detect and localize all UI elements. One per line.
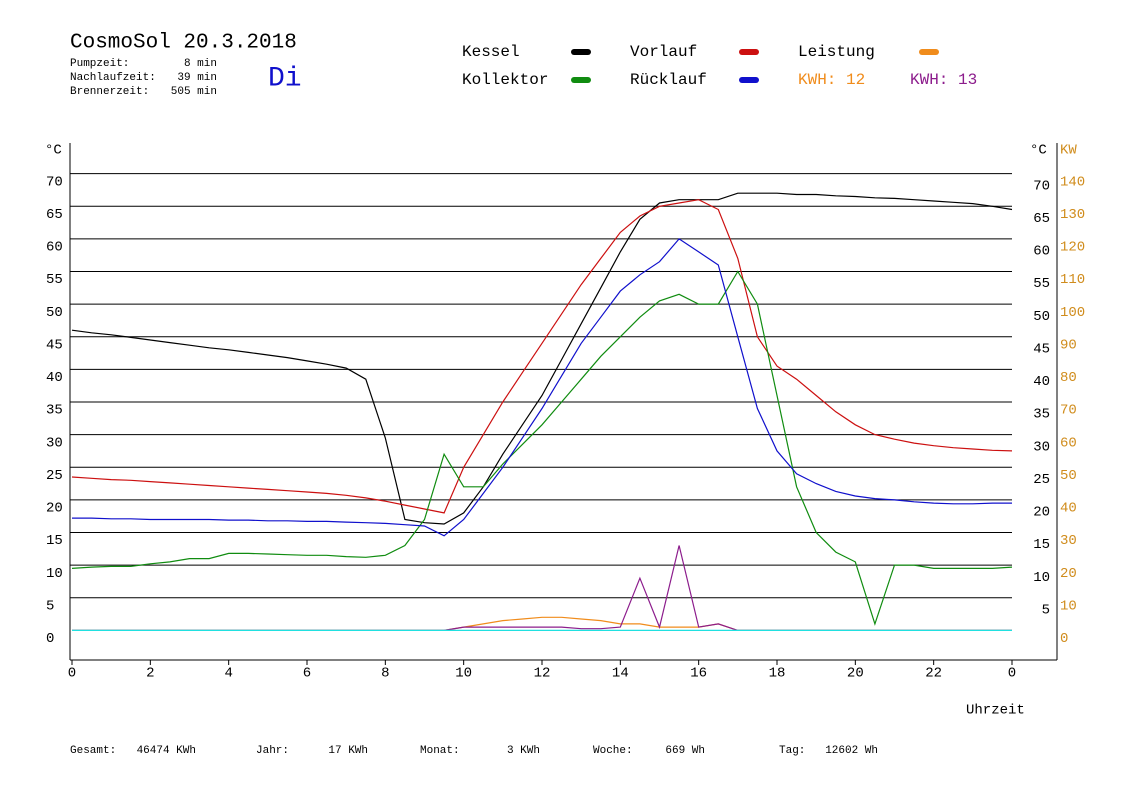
footer-label: Gesamt: bbox=[70, 745, 116, 757]
x-tick-label: 14 bbox=[612, 666, 629, 682]
y-tick-label: 40 bbox=[46, 370, 63, 386]
y-right-tick-label: 55 bbox=[1033, 276, 1050, 292]
legend-label: Vorlauf bbox=[630, 43, 697, 61]
y-right-tick-label: 50 bbox=[1033, 309, 1050, 325]
x-tick-label: 12 bbox=[534, 666, 551, 682]
legend-label: Rücklauf bbox=[630, 71, 707, 89]
x-tick-label: 20 bbox=[847, 666, 864, 682]
y2-tick-label: 80 bbox=[1060, 370, 1077, 386]
y-right-tick-label: 25 bbox=[1033, 472, 1050, 488]
x-tick-label: 10 bbox=[455, 666, 472, 682]
y-tick-label: 45 bbox=[46, 337, 63, 353]
x-tick-label: 16 bbox=[690, 666, 707, 682]
y-right-tick-label: 15 bbox=[1033, 537, 1050, 553]
series-line bbox=[71, 192, 1013, 525]
footer-label: Jahr: bbox=[256, 745, 289, 757]
series-line bbox=[71, 199, 1013, 514]
y-axis-right-label: °C bbox=[1030, 143, 1047, 159]
info-label: Pumpzeit: bbox=[70, 58, 129, 70]
legend-label: Kollektor bbox=[462, 71, 548, 89]
legend-label: Kessel bbox=[462, 43, 520, 61]
y-right-tick-label: 10 bbox=[1033, 570, 1050, 586]
footer-label: Monat: bbox=[420, 745, 460, 757]
info-value: 39 min bbox=[177, 72, 217, 84]
y2-tick-label: 40 bbox=[1060, 501, 1077, 517]
y-tick-label: 5 bbox=[46, 598, 54, 614]
x-tick-label: 0 bbox=[68, 666, 76, 682]
y-tick-label: 25 bbox=[46, 468, 63, 484]
y-right-tick-label: 60 bbox=[1033, 244, 1050, 260]
y-tick-label: 30 bbox=[46, 435, 63, 451]
info-value: 8 min bbox=[184, 58, 217, 70]
x-tick-label: 6 bbox=[303, 666, 311, 682]
y-right-tick-label: 20 bbox=[1033, 505, 1050, 521]
footer-value: 669 Wh bbox=[665, 745, 705, 757]
y-tick-label: 15 bbox=[46, 533, 63, 549]
kwh-label: KWH: 12 bbox=[798, 71, 865, 89]
series-line bbox=[71, 270, 1013, 626]
y-right-tick-label: 35 bbox=[1033, 407, 1050, 423]
y2-tick-label: 120 bbox=[1060, 240, 1085, 256]
y-right-tick-label: 70 bbox=[1033, 178, 1050, 194]
y-tick-label: 10 bbox=[46, 566, 63, 582]
y2-tick-label: 20 bbox=[1060, 566, 1077, 582]
y-tick-label: 0 bbox=[46, 631, 54, 647]
footer-value: 46474 KWh bbox=[137, 745, 196, 757]
y-axis-label: °C bbox=[45, 143, 62, 159]
y-tick-label: 70 bbox=[46, 174, 63, 190]
y-right-tick-label: 30 bbox=[1033, 439, 1050, 455]
footer-value: 3 KWh bbox=[507, 745, 540, 757]
footer-value: 12602 Wh bbox=[825, 745, 878, 757]
legend-label: Leistung bbox=[798, 43, 875, 61]
y2-tick-label: 10 bbox=[1060, 598, 1077, 614]
y2-tick-label: 30 bbox=[1060, 533, 1077, 549]
info-value: 505 min bbox=[171, 86, 217, 98]
y2-tick-label: 100 bbox=[1060, 305, 1085, 321]
y-right-tick-label: 65 bbox=[1033, 211, 1050, 227]
weekday: Di bbox=[268, 63, 302, 94]
y2-tick-label: 50 bbox=[1060, 468, 1077, 484]
series-line bbox=[72, 616, 1012, 631]
x-tick-label: 4 bbox=[224, 666, 232, 682]
y-tick-label: 55 bbox=[46, 272, 63, 288]
footer-label: Woche: bbox=[593, 745, 633, 757]
y2-axis-label: KW bbox=[1060, 143, 1077, 159]
y2-tick-label: 60 bbox=[1060, 435, 1077, 451]
y2-tick-label: 130 bbox=[1060, 207, 1085, 223]
y-tick-label: 65 bbox=[46, 207, 63, 223]
x-tick-label: 18 bbox=[769, 666, 786, 682]
x-axis-label: Uhrzeit bbox=[966, 703, 1025, 719]
y-tick-label: 50 bbox=[46, 305, 63, 321]
y2-tick-label: 110 bbox=[1060, 272, 1085, 288]
x-tick-label: 22 bbox=[925, 666, 942, 682]
y2-tick-label: 140 bbox=[1060, 174, 1085, 190]
y-tick-label: 60 bbox=[46, 240, 63, 256]
x-tick-label: 0 bbox=[1008, 666, 1016, 682]
chart-title: CosmoSol 20.3.2018 bbox=[70, 32, 297, 55]
footer-label: Tag: bbox=[779, 745, 805, 757]
y-right-tick-label: 40 bbox=[1033, 374, 1050, 390]
y-right-tick-label: 45 bbox=[1033, 341, 1050, 357]
y-tick-label: 20 bbox=[46, 501, 63, 517]
y-right-tick-label: 5 bbox=[1042, 602, 1050, 618]
x-tick-label: 2 bbox=[146, 666, 154, 682]
y2-tick-label: 70 bbox=[1060, 403, 1077, 419]
y2-tick-label: 90 bbox=[1060, 337, 1077, 353]
y-tick-label: 35 bbox=[46, 403, 63, 419]
y2-tick-label: 0 bbox=[1060, 631, 1068, 647]
kwh-label: KWH: 13 bbox=[910, 71, 977, 89]
info-label: Brennerzeit: bbox=[70, 86, 149, 98]
info-label: Nachlaufzeit: bbox=[70, 72, 156, 84]
x-tick-label: 8 bbox=[381, 666, 389, 682]
footer-value: 17 KWh bbox=[328, 745, 368, 757]
series-line bbox=[72, 238, 1012, 537]
